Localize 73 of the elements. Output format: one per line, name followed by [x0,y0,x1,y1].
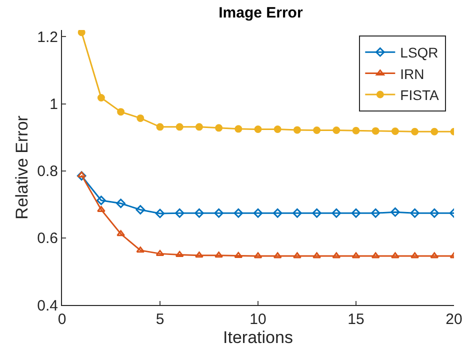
point [215,124,223,132]
y-tick-label: 0.4 [37,297,58,314]
point [391,128,399,136]
point [234,125,242,133]
point [254,126,262,134]
point [430,208,440,218]
point [136,246,145,253]
point [292,252,302,258]
point [96,206,106,212]
point [293,126,301,134]
y-axis-title: Relative Error [12,115,32,220]
y-tick-label: 0.8 [37,163,58,180]
y-tick-label: 1 [50,96,58,114]
legend-label: IRN [400,66,424,82]
point [77,171,86,178]
chart-title: Image Error [218,4,303,22]
point [136,114,144,122]
point [156,123,164,131]
point [313,126,321,134]
point [174,208,184,218]
point [116,230,126,236]
point [390,252,400,258]
legend-label: FISTA [400,86,440,103]
point [156,250,164,256]
point [351,208,361,218]
point [76,171,86,181]
x-tick-label: 0 [58,311,66,328]
point [175,250,184,257]
point [97,94,105,102]
x-tick-label: 20 [446,311,462,328]
x-tick-label: 15 [348,311,364,328]
point [312,208,322,218]
point [234,208,244,218]
point [274,126,282,134]
point [195,123,203,131]
point [332,252,341,258]
point [96,196,106,206]
point [136,205,146,214]
point [214,208,224,218]
point [312,252,322,258]
point [78,30,86,36]
y-tick-label: 0.6 [37,230,58,248]
point [214,252,224,258]
point [234,252,243,258]
legend-label: LSQR [400,44,438,61]
point [430,128,438,136]
point [117,108,125,116]
point [176,123,184,131]
point [254,252,262,258]
point [155,208,165,218]
point [430,252,439,258]
point [116,198,126,208]
point [253,208,263,218]
point [352,252,360,258]
point [352,126,360,134]
point [194,252,204,258]
x-tick-label: 5 [156,311,164,328]
point [390,207,400,217]
point [332,208,342,218]
point [410,252,420,258]
point [370,208,380,218]
point [273,252,282,258]
point [272,208,282,218]
y-tick-label: 1.2 [37,28,58,46]
point [411,128,419,136]
point [332,126,340,134]
x-tick-label: 10 [250,311,266,328]
point [194,208,204,218]
x-axis-title: Iterations [223,328,293,347]
point [292,208,302,218]
point [410,208,420,218]
point [372,127,380,135]
point [371,252,380,258]
